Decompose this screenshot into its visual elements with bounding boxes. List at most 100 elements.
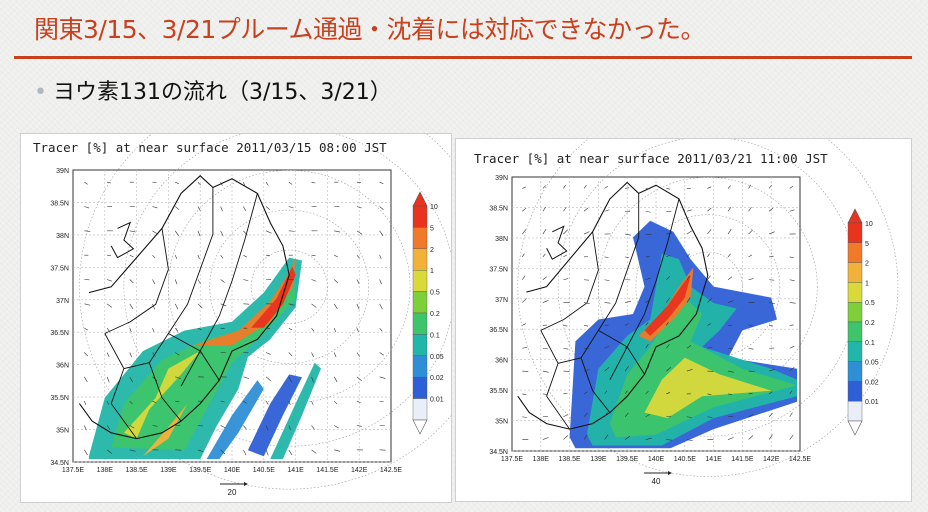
wind-vector (748, 392, 753, 395)
lat-tick-label: 38N (56, 233, 69, 240)
colorbar-segment (847, 401, 863, 422)
wind-vector (727, 437, 734, 440)
prefecture-border (180, 193, 258, 387)
wind-vector (197, 255, 200, 259)
wind-vector (265, 376, 271, 381)
wind-vector (645, 413, 651, 418)
wind-vector (604, 345, 610, 349)
wind-vector (686, 253, 690, 258)
wind-vector (356, 328, 359, 332)
wind-vector (789, 412, 793, 417)
colorbar-label: 0.2 (430, 311, 440, 318)
wind-vector (666, 344, 670, 349)
wind-vector (748, 435, 754, 440)
wind-vector (356, 254, 360, 259)
wind-vector (152, 328, 155, 332)
wind-vector (769, 325, 774, 327)
lat-tick-label: 36.5N (50, 330, 69, 337)
wind-vector (686, 416, 692, 418)
wind-vector (333, 303, 338, 310)
wind-vector (727, 228, 732, 235)
lat-tick-label: 38.5N (489, 205, 508, 212)
lon-tick-label: 138E (533, 456, 550, 463)
wind-vector (356, 279, 360, 285)
wind-vector (288, 352, 293, 357)
wind-vector (311, 449, 317, 454)
lat-tick-label: 34.5N (489, 449, 508, 456)
lat-tick-label: 36N (495, 358, 508, 365)
wind-vector (333, 352, 337, 358)
plume-region (111, 266, 296, 451)
wind-vector (522, 186, 527, 189)
wind-vector (666, 366, 672, 372)
wind-vector (106, 401, 110, 405)
wind-vector (220, 303, 227, 307)
lon-tick-label: 139.5E (616, 456, 639, 463)
colorbar-segment (412, 248, 428, 271)
wind-vector (624, 412, 629, 417)
lon-tick-label: 138.5E (559, 456, 582, 463)
wind-vector (604, 390, 608, 395)
wind-vector (334, 425, 339, 429)
wind-vector (769, 369, 775, 372)
wind-vector (727, 253, 731, 258)
wind-vector (334, 230, 341, 233)
wind-vector (129, 230, 136, 233)
lat-tick-label: 38.5N (50, 200, 69, 207)
wind-vector (542, 228, 547, 235)
prefecture-border (168, 333, 220, 381)
colorbar-label: 0.5 (430, 290, 440, 297)
wind-vector (748, 229, 753, 235)
wind-vector (84, 449, 88, 456)
wind-vector (197, 303, 203, 309)
wind-vector (789, 209, 795, 212)
lat-tick-label: 35.5N (489, 388, 508, 395)
wind-vector (727, 206, 732, 212)
colorbar-label: 0.2 (865, 320, 875, 327)
wind-vector (311, 327, 315, 332)
wind-vector (727, 370, 734, 373)
wind-vector (583, 434, 588, 440)
wind-vector (288, 376, 292, 383)
wind-vector (789, 302, 796, 304)
colorbar-segment (412, 398, 428, 421)
lon-tick-label: 137.5E (501, 456, 524, 463)
colorbar-segment (847, 282, 863, 303)
wind-vector (356, 230, 363, 235)
wind-vector (266, 327, 271, 330)
wind-vector (356, 400, 361, 404)
wind-vector (583, 369, 590, 372)
wind-vector (379, 279, 382, 285)
wind-vector (625, 187, 630, 189)
wind-vector (789, 366, 795, 372)
colorbar-label: 2 (865, 261, 869, 268)
wind-vector (152, 352, 156, 357)
wind-vector (645, 365, 650, 372)
colorbar-top-cap (412, 191, 428, 207)
wind-vector (174, 303, 179, 310)
plume-region (644, 357, 772, 419)
wind-vector (604, 279, 610, 282)
wind-vector (686, 345, 692, 349)
wind-vector (220, 449, 226, 455)
wind-vector (265, 425, 269, 431)
wind-vector (542, 347, 548, 350)
wind-vector (334, 449, 341, 452)
wind-vector (666, 415, 672, 418)
reference-vector-label: 40 (652, 477, 661, 486)
colorbar-segment (412, 227, 428, 250)
wind-vector (686, 297, 691, 303)
wind-vector (768, 412, 773, 417)
colorbar-segment (847, 361, 863, 382)
wind-vector (522, 275, 526, 280)
wind-vector (522, 323, 526, 326)
wind-vector (220, 425, 226, 429)
plume-region (644, 275, 691, 336)
wind-vector (220, 182, 223, 186)
wind-vector (522, 347, 528, 349)
wind-vector (522, 416, 528, 418)
wind-vector (356, 352, 360, 357)
lon-tick-label: 142E (351, 467, 368, 474)
colorbar-segment (847, 242, 863, 263)
wind-vector (311, 425, 315, 430)
